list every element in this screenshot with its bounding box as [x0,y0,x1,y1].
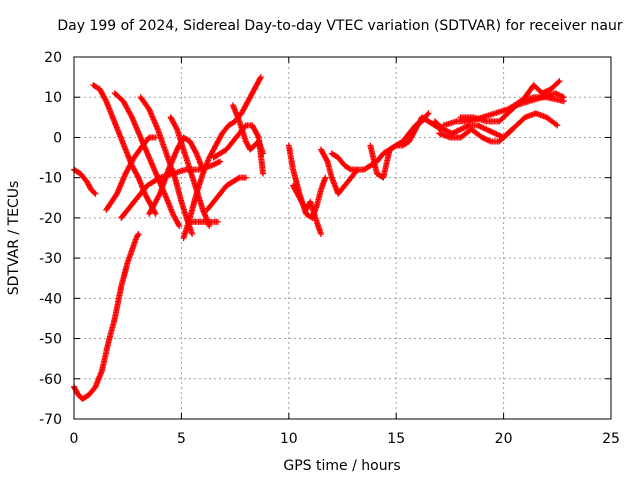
series-arc11 [189,218,221,225]
y-tick-label: -70 [39,412,62,428]
data-point [152,210,159,217]
series-arc17 [318,146,361,197]
data-point [173,125,180,132]
data-point [560,94,567,101]
plot-frame [73,56,612,420]
data-point [189,230,196,237]
series-arc12 [204,174,249,213]
x-tick-label: 15 [387,431,405,447]
data-point [91,189,98,196]
data-point [135,230,142,237]
data-point [346,165,353,172]
data-point [175,221,182,228]
x-tick-label: 0 [70,431,79,447]
data-point [145,135,152,142]
data-point [425,110,432,117]
series-arc18 [328,110,432,173]
series-arc9 [167,114,213,229]
series-arc16 [290,182,325,237]
data-point [134,173,141,180]
y-tick-label: -60 [39,372,62,388]
data-point [214,218,221,225]
x-tick-label: 25 [602,431,620,447]
series-arc1 [71,166,99,197]
data-point [552,121,559,128]
data-point [134,232,141,239]
data-point [235,175,242,182]
data-point [318,230,325,237]
series-arc5 [111,90,183,229]
y-axis-label: SDTVAR / TECUs [6,181,22,296]
y-tick-label: 10 [44,90,62,106]
series-arc21 [436,110,561,145]
grid-lines [74,57,611,419]
data-point [260,150,267,157]
data-point [555,79,562,86]
x-tick-label: 20 [495,431,513,447]
x-tick-label: 5 [177,431,186,447]
series-arc14 [229,102,267,157]
data-point [176,222,183,229]
data-point [217,158,224,165]
data-point [323,157,330,164]
data-point [192,149,199,156]
x-tick-label: 10 [280,431,298,447]
series-arc2 [71,230,142,402]
data-point [260,170,267,177]
data-point [257,75,264,82]
series-arc24 [513,90,567,109]
x-axis-label: GPS time / hours [283,458,400,474]
y-tick-label: -20 [39,211,62,227]
data-point [391,143,398,150]
series-arc13 [210,122,267,177]
y-tick-label: 20 [44,50,62,66]
data-point [556,78,563,85]
series-arc10 [180,74,264,241]
series-arc19 [367,114,445,181]
y-tick-label: -10 [39,171,62,187]
data-points [71,74,567,402]
data-point [322,174,329,181]
y-tick-label: -40 [39,291,62,307]
data-point [554,122,561,129]
y-tick-label: 0 [53,130,62,146]
chart-title: Day 199 of 2024, Sidereal Day-to-day VTE… [57,18,623,34]
data-point [102,96,109,103]
data-point [424,111,431,118]
data-point [242,174,249,181]
axis-ticks: 0 5 10 15 20 25 -70 -60 -50 -40 -30 -20 -10 0 10 20 [39,50,620,447]
data-point [257,74,264,81]
y-tick-label: -30 [39,251,62,267]
y-tick-label: -50 [39,332,62,348]
series-arc3 [90,82,159,217]
data-point [92,190,99,197]
data-point [255,133,262,140]
